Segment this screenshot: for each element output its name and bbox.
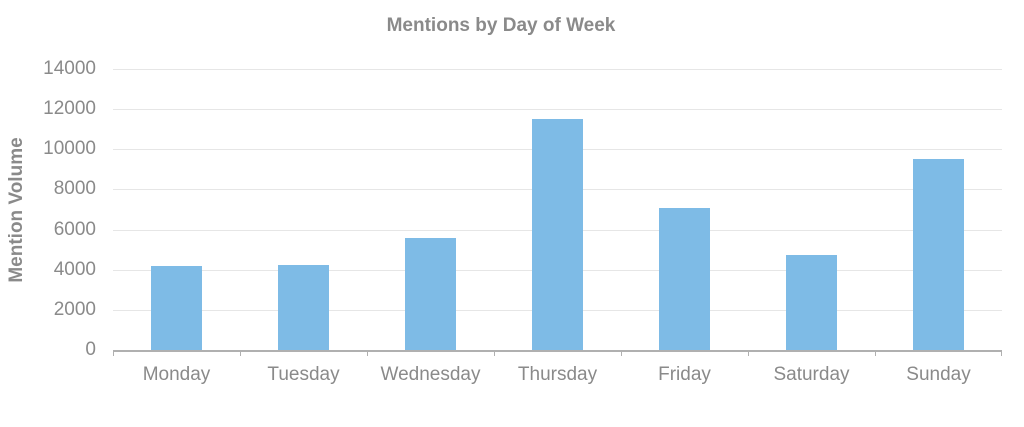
y-tick-label: 2000 xyxy=(53,298,96,320)
x-tick-mark xyxy=(113,350,114,356)
x-tick-label: Tuesday xyxy=(267,364,340,385)
bar-saturday xyxy=(786,255,837,350)
x-tick-mark xyxy=(875,350,876,356)
x-tick-label: Sunday xyxy=(906,364,971,385)
y-tick-label: 6000 xyxy=(53,218,96,240)
y-tick-label: 10000 xyxy=(43,138,96,160)
gridline xyxy=(113,69,1002,70)
bar-tuesday xyxy=(278,265,329,350)
x-tick-label: Wednesday xyxy=(380,364,481,385)
bar-wednesday xyxy=(405,238,456,350)
y-tick-label: 8000 xyxy=(53,178,96,200)
x-tick-mark xyxy=(748,350,749,356)
bar-thursday xyxy=(532,119,583,350)
x-tick-label: Monday xyxy=(142,364,211,385)
x-tick-mark xyxy=(494,350,495,356)
x-tick-label: Thursday xyxy=(517,364,598,385)
plot-area xyxy=(113,69,1002,350)
bar-monday xyxy=(151,265,202,350)
bar-friday xyxy=(659,208,710,350)
y-tick-label: 0 xyxy=(85,339,96,360)
bar-sunday xyxy=(913,158,964,350)
x-tick-mark xyxy=(621,350,622,356)
x-tick-mark xyxy=(240,350,241,356)
y-axis-label: Mention Volume xyxy=(6,137,27,283)
y-tick-label: 14000 xyxy=(43,58,96,79)
chart-title: Mentions by Day of Week xyxy=(386,15,616,36)
gridline xyxy=(113,109,1002,111)
x-tick-mark xyxy=(367,350,368,356)
x-tick-label: Friday xyxy=(658,364,711,385)
x-axis-line xyxy=(113,350,1002,352)
x-tick-mark xyxy=(1001,350,1002,356)
y-tick-label: 12000 xyxy=(43,98,96,120)
x-tick-label: Saturday xyxy=(773,364,850,385)
y-tick-label: 4000 xyxy=(53,258,96,280)
